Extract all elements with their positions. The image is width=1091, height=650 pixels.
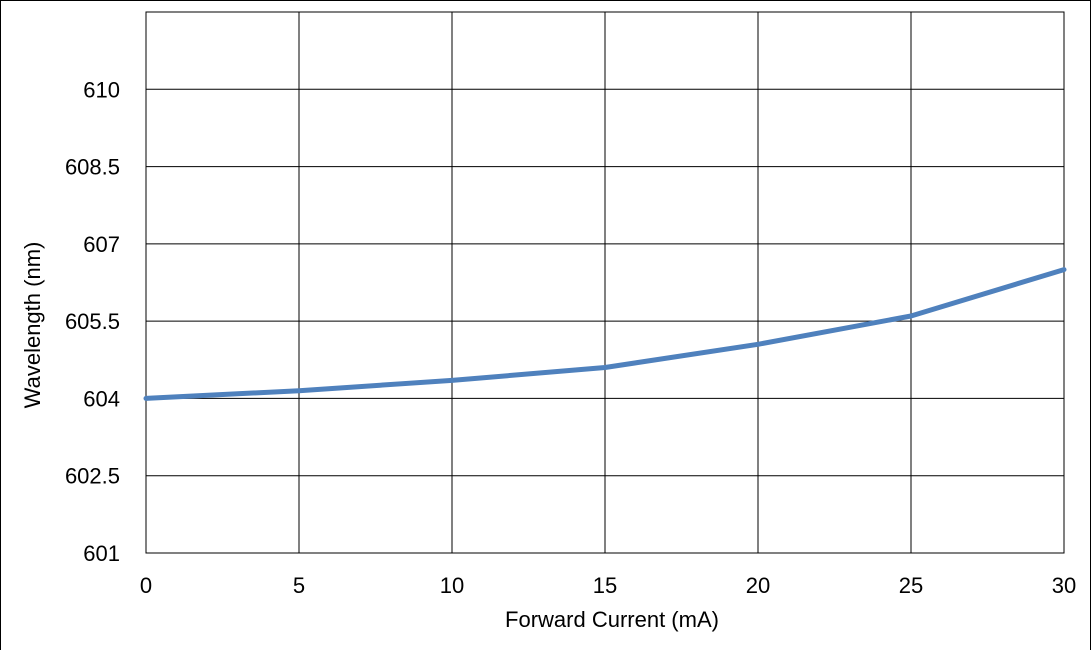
x-tick-labels: 0 5 10 15 20 25 30 xyxy=(140,573,1076,598)
y-tick-label: 604 xyxy=(83,386,120,411)
y-tick-label: 607 xyxy=(83,232,120,257)
y-tick-label: 605.5 xyxy=(65,309,120,334)
x-tick-label: 25 xyxy=(899,573,923,598)
gridlines xyxy=(145,11,1065,554)
series-line xyxy=(143,267,1067,401)
x-tick-label: 30 xyxy=(1052,573,1076,598)
x-tick-label: 10 xyxy=(440,573,464,598)
y-tick-label: 601 xyxy=(83,541,120,566)
y-tick-label: 610 xyxy=(83,77,120,102)
y-tick-label: 608.5 xyxy=(65,155,120,180)
x-tick-label: 15 xyxy=(593,573,617,598)
y-tick-labels: 601 602.5 604 605.5 607 608.5 610 xyxy=(65,77,120,566)
x-tick-label: 20 xyxy=(746,573,770,598)
series-group xyxy=(143,267,1067,401)
x-axis-title: Forward Current (mA) xyxy=(505,607,719,632)
x-tick-label: 0 xyxy=(140,573,152,598)
y-tick-label: 602.5 xyxy=(65,464,120,489)
y-axis-title: Wavelength (nm) xyxy=(20,242,45,409)
x-tick-label: 5 xyxy=(293,573,305,598)
